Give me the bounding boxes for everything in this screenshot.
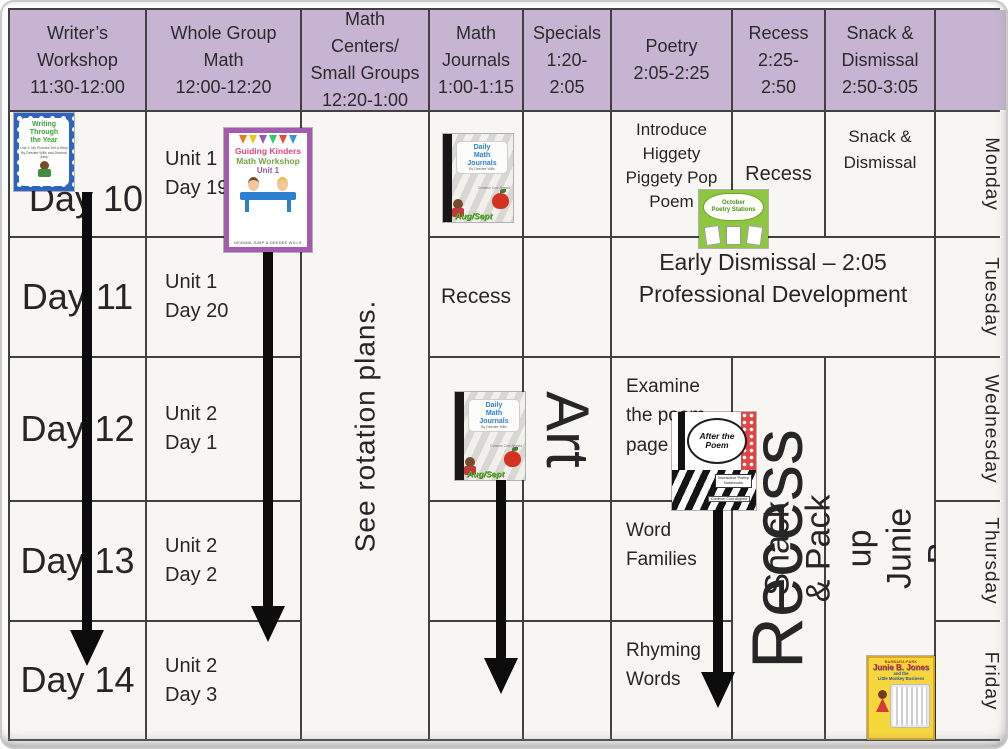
cell-writers-workshop-monday: Day 10 — [10, 112, 145, 236]
poetry-note: Word Families — [626, 520, 697, 571]
recess-note: Recess — [440, 285, 512, 309]
poetry-note: Examine the poem page — [626, 376, 706, 456]
unit-day-label: Unit 2 Day 3 — [165, 654, 218, 706]
cell-early-dismissal-tuesday: Early Dismissal – 2:05 Professional Deve… — [612, 238, 934, 356]
cell-whole-group-math-thursday: Unit 2 Day 2 — [147, 502, 300, 620]
cell-specials-monday — [524, 112, 610, 236]
day-label-friday: Friday — [936, 622, 1008, 739]
cell-specials-thursday — [524, 502, 610, 620]
day-label: Monday — [980, 137, 1002, 211]
cell-poetry-thursday: Word Families — [612, 502, 731, 620]
cell-math-journals-tuesday: Recess — [430, 238, 522, 356]
weekly-lesson-plan-table: Writer’s Workshop 11:30-12:00 Whole Grou… — [8, 8, 1008, 741]
header-whole-group-math: Whole Group Math 12:00-12:20 — [147, 10, 300, 110]
art-label: Art — [533, 390, 601, 468]
cell-poetry-friday: Rhyming Words — [612, 622, 731, 739]
day-label: Wednesday — [980, 374, 1002, 484]
rotation-plans-note: See rotation plans. — [349, 299, 380, 552]
cell-snack-monday: Snack & Dismissal — [826, 112, 934, 236]
cell-whole-group-math-wednesday: Unit 2 Day 1 — [147, 358, 300, 500]
cell-poetry-wednesday: Examine the poem page — [612, 358, 731, 500]
header-poetry: Poetry 2:05-2:25 — [612, 10, 731, 110]
recess-note: Recess — [745, 163, 812, 185]
header-label: Writer’s Workshop 11:30-12:00 — [30, 22, 125, 97]
cell-recess-monday: Recess — [733, 112, 824, 236]
cell-math-journals-friday — [430, 622, 522, 739]
header-recess: Recess 2:25- 2:50 — [733, 10, 824, 110]
day-label-monday: Monday — [936, 112, 1008, 236]
day-label-thursday: Thursday — [936, 502, 1008, 620]
day-label: Tuesday — [980, 257, 1002, 337]
day-label-tuesday: Tuesday — [936, 238, 1008, 356]
header-label: Snack & Dismissal 2:50-3:05 — [841, 22, 919, 97]
cell-poetry-monday: Introduce Higgety Piggety Pop Poem — [612, 112, 731, 236]
day-counter: Day 10 — [28, 177, 143, 219]
day-label-wednesday: Wednesday — [936, 358, 1008, 500]
day-label: Thursday — [980, 517, 1002, 605]
cell-math-journals-monday — [430, 112, 522, 236]
cell-snack-wed-to-fri: Snack & Pack up Junie B. Jones — [759, 358, 1001, 739]
cell-writers-workshop-wednesday: Day 12 — [10, 358, 145, 500]
header-snack-dismissal: Snack & Dismissal 2:50-3:05 — [826, 10, 934, 110]
cell-writers-workshop-friday: Day 14 — [10, 622, 145, 739]
header-label: Poetry 2:05-2:25 — [633, 36, 710, 83]
header-days-spacer — [936, 10, 1008, 110]
cell-writers-workshop-tuesday: Day 11 — [10, 238, 145, 356]
day-counter: Day 11 — [21, 275, 134, 317]
cell-specials-friday — [524, 622, 610, 739]
cell-specials-tuesday — [524, 238, 610, 356]
header-specials: Specials 1:20- 2:05 — [524, 10, 610, 110]
day-label: Friday — [980, 651, 1002, 710]
poetry-note: Introduce Higgety Piggety Pop Poem — [625, 120, 718, 212]
cell-whole-group-math-friday: Unit 2 Day 3 — [147, 622, 300, 739]
unit-day-label: Unit 2 Day 2 — [165, 535, 218, 586]
header-label: Math Journals 1:00-1:15 — [437, 22, 515, 97]
header-writers-workshop: Writer’s Workshop 11:30-12:00 — [10, 10, 145, 110]
cell-math-journals-wednesday — [430, 358, 522, 500]
unit-day-label: Unit 1 Day 20 — [165, 271, 229, 322]
header-label: Math Centers/ Small Groups 12:20-1:00 — [310, 9, 420, 110]
cell-whole-group-math-monday: Unit 1 Day 19 — [147, 112, 300, 236]
header-label: Whole Group Math 12:00-12:20 — [170, 22, 277, 97]
cell-writers-workshop-thursday: Day 13 — [10, 502, 145, 620]
header-math-journals: Math Journals 1:00-1:15 — [430, 10, 522, 110]
header-label: Recess 2:25- 2:50 — [748, 22, 809, 97]
header-math-centers: Math Centers/ Small Groups 12:20-1:00 — [302, 9, 428, 110]
cell-whole-group-math-tuesday: Unit 1 Day 20 — [147, 238, 300, 356]
cell-math-journals-thursday — [430, 502, 522, 620]
day-counter: Day 13 — [20, 539, 135, 581]
header-label: Specials 1:20- 2:05 — [532, 22, 602, 97]
unit-day-label: Unit 1 Day 19 — [165, 148, 229, 199]
cell-specials-wednesday: Art — [524, 358, 610, 500]
poetry-note: Rhyming Words — [626, 640, 701, 691]
cell-math-centers-all-week: See rotation plans. — [302, 112, 428, 739]
unit-day-label: Unit 2 Day 1 — [165, 403, 218, 454]
day-counter: Day 14 — [20, 659, 135, 701]
day-counter: Day 12 — [20, 407, 135, 449]
early-dismissal-note: Early Dismissal – 2:05 Professional Deve… — [638, 249, 908, 308]
snack-note: Snack & Dismissal — [843, 127, 917, 172]
